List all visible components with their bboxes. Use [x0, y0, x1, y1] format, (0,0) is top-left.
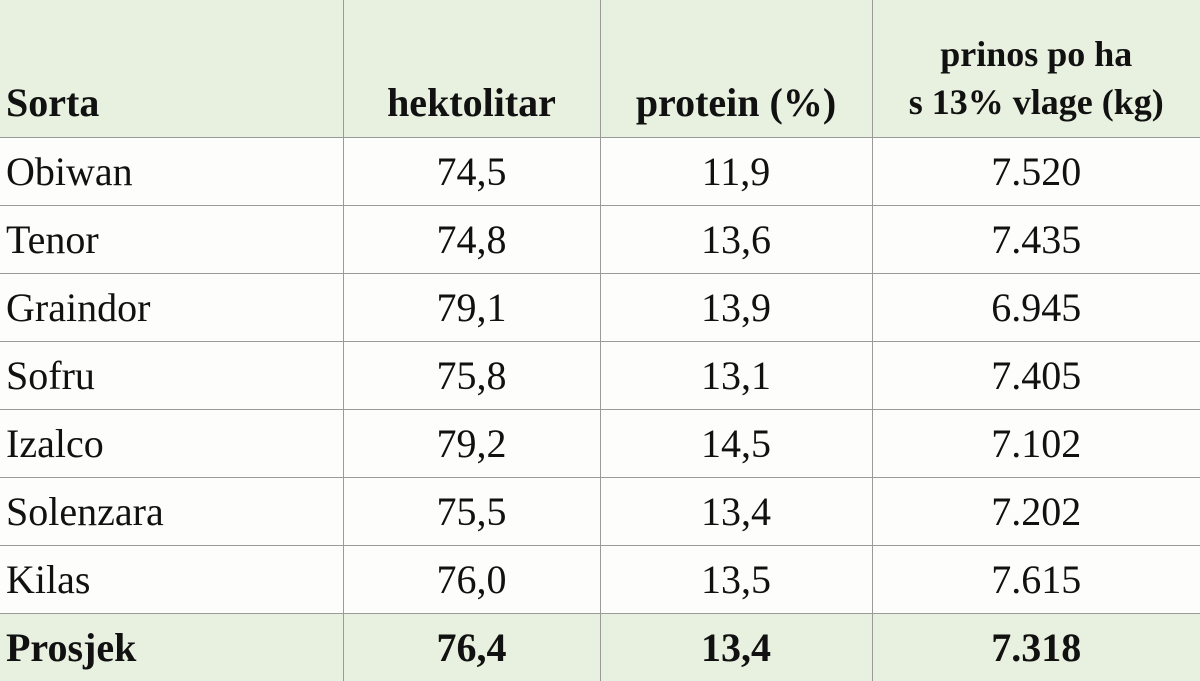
variety-name: Solenzara — [0, 478, 343, 546]
table-cell: 75,5 — [343, 478, 600, 546]
table-cell: 74,8 — [343, 206, 600, 274]
table-cell: 79,1 — [343, 274, 600, 342]
header-cell: protein (%) — [600, 0, 872, 138]
table-cell: 13,6 — [600, 206, 872, 274]
variety-name: Izalco — [0, 410, 343, 478]
table-cell: 76,0 — [343, 546, 600, 614]
table-cell: 11,9 — [600, 138, 872, 206]
table-cell: 7.202 — [872, 478, 1200, 546]
table-cell: 13,9 — [600, 274, 872, 342]
header-cell: hektolitar — [343, 0, 600, 138]
table-cell: 6.945 — [872, 274, 1200, 342]
table-cell: 79,2 — [343, 410, 600, 478]
footer-cell: 76,4 — [343, 614, 600, 681]
table-cell: 7.405 — [872, 342, 1200, 410]
variety-name: Obiwan — [0, 138, 343, 206]
table-cell: 13,1 — [600, 342, 872, 410]
footer-label: Prosjek — [0, 614, 343, 681]
table-cell: 7.615 — [872, 546, 1200, 614]
variety-name: Kilas — [0, 546, 343, 614]
table-cell: 7.102 — [872, 410, 1200, 478]
header-cell: Sorta — [0, 0, 343, 138]
table-cell: 75,8 — [343, 342, 600, 410]
table-cell: 13,4 — [600, 478, 872, 546]
variety-name: Sofru — [0, 342, 343, 410]
footer-cell: 13,4 — [600, 614, 872, 681]
variety-name: Graindor — [0, 274, 343, 342]
table-cell: 14,5 — [600, 410, 872, 478]
footer-cell: 7.318 — [872, 614, 1200, 681]
variety-name: Tenor — [0, 206, 343, 274]
header-line: s 13% vlage (kg) — [879, 78, 1195, 127]
table-cell: 74,5 — [343, 138, 600, 206]
table-cell: 13,5 — [600, 546, 872, 614]
table-cell: 7.435 — [872, 206, 1200, 274]
table-cell: 7.520 — [872, 138, 1200, 206]
header-line: prinos po ha — [879, 30, 1195, 79]
